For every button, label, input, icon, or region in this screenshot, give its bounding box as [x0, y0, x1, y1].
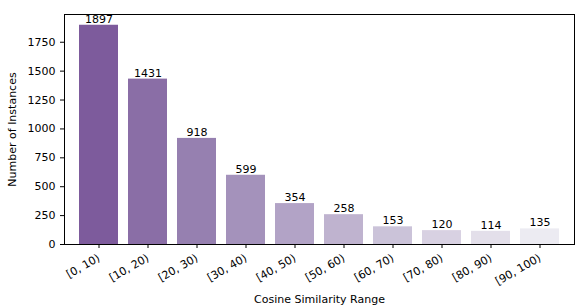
svg-text:[80, 90): [80, 90) [450, 251, 494, 284]
svg-text:Cosine Similarity Range: Cosine Similarity Range [254, 293, 385, 306]
svg-text:1000: 1000 [28, 122, 56, 135]
svg-text:[30, 40): [30, 40) [205, 251, 249, 284]
svg-text:354: 354 [285, 191, 306, 204]
svg-text:135: 135 [530, 216, 551, 229]
svg-text:Number of Instances: Number of Instances [6, 72, 19, 187]
svg-text:153: 153 [383, 214, 404, 227]
svg-text:[0, 10): [0, 10) [64, 251, 102, 281]
svg-text:500: 500 [35, 180, 56, 193]
svg-text:120: 120 [432, 218, 453, 231]
svg-text:[10, 20): [10, 20) [107, 251, 151, 284]
svg-text:[40, 50): [40, 50) [254, 251, 298, 284]
svg-text:1897: 1897 [85, 12, 113, 26]
svg-text:1750: 1750 [28, 36, 56, 49]
svg-text:250: 250 [35, 209, 56, 222]
svg-text:[90, 100): [90, 100) [493, 251, 543, 288]
svg-text:1431: 1431 [134, 67, 162, 80]
svg-text:[50, 60): [50, 60) [303, 251, 347, 284]
svg-text:0: 0 [49, 238, 56, 251]
svg-text:[60, 70): [60, 70) [352, 251, 396, 284]
svg-text:918: 918 [187, 126, 208, 139]
svg-text:599: 599 [236, 163, 257, 176]
svg-text:750: 750 [35, 151, 56, 164]
svg-text:1250: 1250 [28, 94, 56, 107]
svg-text:[70, 80): [70, 80) [401, 251, 445, 284]
svg-text:1500: 1500 [28, 65, 56, 78]
svg-text:[20, 30): [20, 30) [156, 251, 200, 284]
svg-text:258: 258 [334, 202, 355, 215]
svg-text:114: 114 [481, 219, 502, 232]
